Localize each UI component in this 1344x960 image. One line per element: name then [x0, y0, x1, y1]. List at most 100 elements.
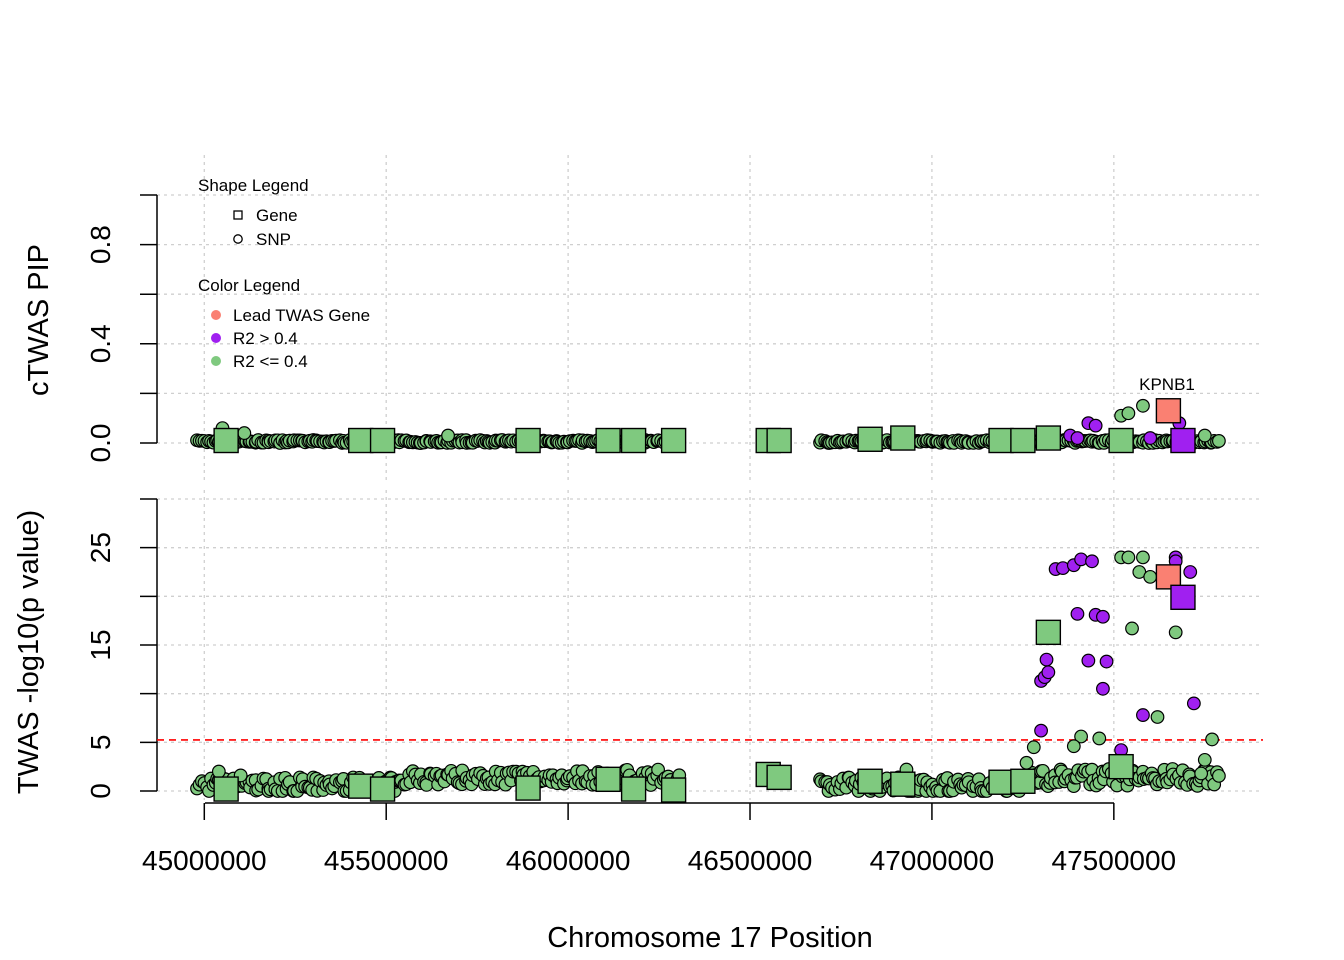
top-gene-square: [988, 427, 1014, 454]
bottom-grid: [157, 490, 1263, 800]
top-highlight-snp-point: [1088, 418, 1103, 433]
bottom-gene-square: [369, 776, 396, 802]
color-legend-lead-label: Lead TWAS Gene: [233, 306, 370, 325]
bottom-gene-square: [515, 775, 541, 801]
bottom-highlight-snp-point: [1186, 696, 1201, 711]
bottom-highlight-snp-point: [1085, 554, 1099, 569]
bottom-y-tick-label: 15: [85, 629, 116, 660]
color-legend-r2-low-label: R2 <= 0.4: [233, 352, 308, 371]
x-axis-title: Chromosome 17 Position: [547, 922, 873, 954]
bottom-highlight-snp-point: [1194, 766, 1209, 781]
bottom-gene-square: [213, 776, 239, 802]
bottom-highlight-snp-point: [1081, 653, 1096, 668]
bottom-y-ticks: 0 5 15 25: [85, 498, 157, 799]
top-gene-square: [1108, 427, 1134, 454]
top-gene-square: [766, 427, 792, 454]
top-gene-square: [595, 427, 621, 454]
bottom-highlight-snp-point: [1041, 665, 1056, 680]
bottom-highlight-snp-point: [1143, 569, 1158, 584]
top-gene-square: [213, 427, 239, 454]
bottom-gene-square: [660, 777, 687, 803]
bottom-highlight-snp-point: [1034, 723, 1048, 738]
x-tick-label: 47000000: [870, 845, 995, 876]
bottom-gene-square: [595, 766, 621, 793]
bottom-gene-square: [988, 769, 1014, 795]
top-highlight-snp-point: [237, 426, 252, 440]
x-tick-label: 46500000: [688, 845, 813, 876]
shape-legend-snp-label: SNP: [256, 230, 291, 249]
top-highlight-snp-point: [441, 428, 455, 443]
bottom-snp-point: [1212, 768, 1226, 783]
color-legend: Color Legend Lead TWAS Gene R2 > 0.4 R2 …: [198, 276, 370, 371]
bottom-highlight-snp-point: [1136, 550, 1150, 565]
bottom-highlight-snp-point: [1074, 729, 1088, 744]
top-highlight-snp-point: [1121, 406, 1136, 421]
top-gene-square: [1010, 427, 1036, 454]
top-gene-square: [857, 426, 883, 452]
bottom-highlight-snp-point: [1168, 625, 1183, 640]
bottom-gene-points: [213, 564, 1196, 803]
top-y-axis-title: cTWAS PIP: [23, 244, 55, 396]
x-tick-label: 46000000: [506, 845, 631, 876]
bottom-highlight-snp-point: [1039, 652, 1054, 667]
top-gene-square: [1170, 427, 1196, 454]
bottom-highlight-snp-point: [211, 764, 226, 779]
lead-twas-gene-swatch: [211, 310, 221, 320]
shape-legend-title: Shape Legend: [198, 176, 309, 195]
gene-square-icon: [233, 210, 243, 220]
bottom-highlight-snp-point: [1070, 606, 1085, 621]
snp-circle-icon: [233, 234, 243, 244]
bottom-y-tick-label: 5: [85, 735, 116, 751]
bottom-highlight-snp-point: [1136, 708, 1150, 722]
top-gene-square: [369, 427, 396, 454]
top-highlight-snp-point: [1143, 431, 1158, 445]
bottom-highlight-snp-point: [1183, 565, 1198, 579]
bottom-gene-square: [1170, 584, 1196, 611]
shape-legend: Shape Legend Gene SNP: [198, 176, 309, 249]
bottom-highlight-snp-point: [1066, 739, 1081, 754]
bottom-highlight-snp-point: [1096, 609, 1110, 624]
bottom-highlight-snp-point: [1092, 731, 1107, 746]
top-gene-square: [890, 425, 916, 451]
top-y-tick-label: 0.0: [85, 424, 116, 463]
bottom-highlight-snp-point: [1099, 654, 1114, 669]
bottom-snp-points: [211, 550, 1219, 783]
x-tick-label: 45500000: [324, 845, 449, 876]
bottom-gene-square: [1108, 753, 1134, 780]
bottom-y-tick-label: 25: [85, 532, 116, 563]
r2-high-swatch: [211, 333, 221, 343]
top-y-ticks: 0.0 0.4 0.8: [85, 194, 157, 463]
bottom-gene-square: [857, 768, 883, 794]
top-gene-square: [1035, 425, 1062, 451]
bottom-gene-square: [620, 776, 647, 802]
top-gene-square: [348, 427, 374, 454]
bottom-highlight-snp-point: [1026, 740, 1041, 755]
top-gene-square: [1155, 398, 1182, 424]
shape-legend-gene-label: Gene: [256, 206, 298, 225]
x-tick-label: 47500000: [1052, 845, 1177, 876]
top-gene-points: [213, 398, 1196, 454]
top-gene-square: [660, 427, 687, 454]
top-highlight-snp-point: [1197, 428, 1212, 443]
top-highlight-snp-point: [1136, 398, 1150, 413]
bottom-snp-background-points: [190, 762, 1226, 798]
bottom-highlight-snp-point: [1197, 752, 1212, 767]
bottom-highlight-snp-point: [1150, 710, 1165, 724]
top-y-tick-label: 0.8: [85, 225, 116, 264]
bottom-gene-square: [348, 773, 374, 799]
bottom-gene-square: [890, 771, 916, 797]
bottom-y-axis-title: TWAS -log10(p value): [13, 510, 45, 794]
top-gene-square: [515, 427, 541, 454]
top-gene-square: [620, 427, 647, 454]
top-y-tick-label: 0.4: [85, 324, 116, 363]
bottom-highlight-snp-point: [1205, 732, 1219, 747]
top-snp-point: [1212, 434, 1226, 448]
color-legend-r2-high-label: R2 > 0.4: [233, 329, 298, 348]
bottom-gene-square: [766, 764, 792, 791]
bottom-highlight-snp-point: [1125, 621, 1139, 636]
bottom-highlight-snp-point: [1019, 755, 1034, 770]
r2-low-swatch: [211, 356, 221, 366]
top-highlight-snp-point: [1070, 431, 1085, 445]
